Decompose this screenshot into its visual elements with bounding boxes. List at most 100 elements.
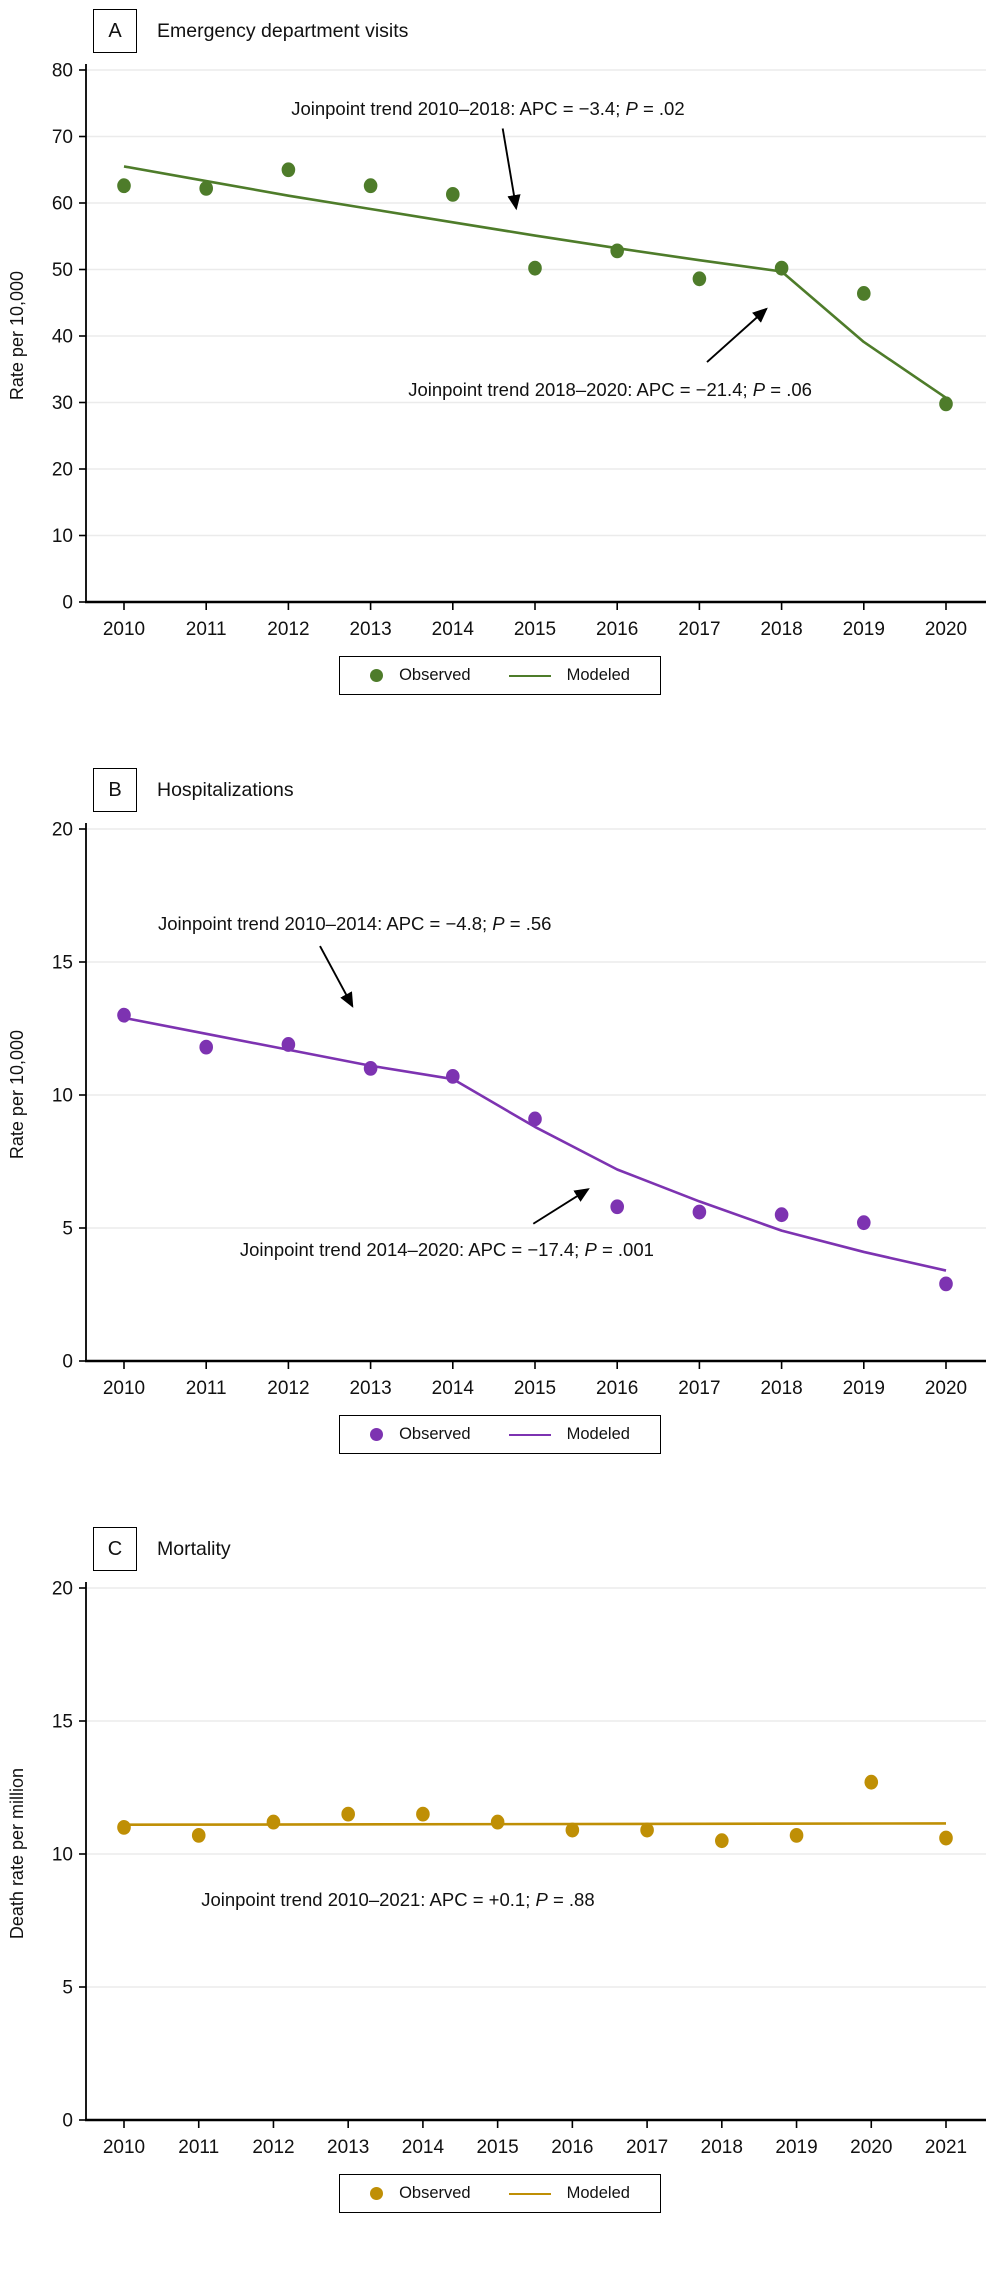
annotation-p: P	[492, 913, 505, 935]
svg-text:30: 30	[52, 393, 73, 414]
svg-text:2020: 2020	[925, 1378, 967, 1399]
svg-text:0: 0	[62, 593, 73, 614]
svg-text:2017: 2017	[678, 619, 720, 640]
svg-text:0: 0	[62, 1352, 73, 1373]
panel-a-legend: Observed Modeled	[339, 656, 661, 695]
annotation-pval: = .88	[547, 1889, 595, 1911]
svg-text:40: 40	[52, 327, 73, 348]
svg-text:2019: 2019	[775, 2137, 817, 2158]
svg-text:2010: 2010	[103, 619, 145, 640]
panel-a-header: A Emergency department visits	[93, 8, 1000, 54]
svg-text:2015: 2015	[514, 1378, 556, 1399]
svg-text:2012: 2012	[267, 1378, 309, 1399]
panel-c-legend: Observed Modeled	[339, 2174, 661, 2213]
y-axis-label-text: Death rate per million	[6, 1768, 27, 1940]
svg-text:2010: 2010	[103, 2137, 145, 2158]
svg-text:2019: 2019	[843, 619, 885, 640]
panel-c-annotation-1: Joinpoint trend 2010–2021: APC = +0.1; P…	[201, 1889, 594, 1911]
svg-text:2011: 2011	[186, 1378, 227, 1399]
svg-text:2014: 2014	[432, 1378, 475, 1399]
panel-c-plot: 0 5 10 15 20 2010 2011 2012 2013 2014 2015 2016 2017…	[34, 1574, 1000, 2170]
svg-text:5: 5	[62, 1978, 73, 1999]
svg-text:2013: 2013	[349, 1378, 391, 1399]
svg-text:15: 15	[52, 1712, 73, 1733]
panel-a-chart-zone: Rate per 10,000 0 10 20 30 40 50 60 70 80 2010 201…	[0, 56, 1000, 652]
svg-text:2018: 2018	[760, 619, 802, 640]
svg-text:2011: 2011	[186, 619, 227, 640]
annotation-p: P	[625, 98, 638, 120]
panel-a-y-axis-label: Rate per 10,000	[0, 56, 34, 616]
svg-text:10: 10	[52, 526, 73, 547]
panel-b-legend: Observed Modeled	[339, 1415, 661, 1454]
svg-text:2014: 2014	[432, 619, 475, 640]
svg-text:2016: 2016	[596, 1378, 638, 1399]
svg-text:2016: 2016	[596, 619, 638, 640]
svg-text:2013: 2013	[327, 2137, 369, 2158]
svg-text:2019: 2019	[843, 1378, 885, 1399]
svg-text:2018: 2018	[760, 1378, 802, 1399]
panel-a: A Emergency department visits Rate per 1…	[0, 0, 1000, 759]
panel-b-legend-row: Observed Modeled	[0, 1415, 1000, 1454]
legend-observed-label: Observed	[399, 1425, 471, 1443]
svg-text:20: 20	[52, 460, 73, 481]
panel-a-annotation-1: Joinpoint trend 2010–2018: APC = −3.4; P…	[291, 98, 684, 120]
svg-text:2020: 2020	[925, 619, 967, 640]
annotation-p: P	[752, 378, 766, 400]
panel-b-annotation-1: Joinpoint trend 2010–2014: APC = −4.8; P…	[158, 913, 551, 935]
annotation-pval: = .02	[637, 98, 685, 120]
svg-text:2013: 2013	[349, 619, 391, 640]
panel-c-y-axis-label: Death rate per million	[0, 1574, 34, 2134]
panel-c-label-box: C	[93, 1527, 137, 1571]
panel-a-label-box: A	[93, 9, 137, 53]
panel-b-header: B Hospitalizations	[93, 767, 1000, 813]
svg-text:2018: 2018	[701, 2137, 743, 2158]
legend-modeled-label: Modeled	[566, 2184, 630, 2202]
panel-b-label-box: B	[93, 768, 137, 812]
panel-c: C Mortality Death rate per million 0 5 10 1…	[0, 1518, 1000, 2277]
svg-text:15: 15	[52, 953, 73, 974]
svg-text:2015: 2015	[476, 2137, 518, 2158]
annotation-pval: = .001	[596, 1239, 654, 1261]
svg-text:2014: 2014	[402, 2137, 445, 2158]
annotation-text: Joinpoint trend 2018–2020: APC = −21.4;	[408, 378, 753, 400]
panel-a-plot: 0 10 20 30 40 50 60 70 80 2010 2011 2012 2013 2014 201…	[34, 56, 1000, 652]
annotation-text: Joinpoint trend 2010–2018: APC = −3.4;	[291, 98, 626, 120]
svg-text:2011: 2011	[178, 2137, 219, 2158]
panel-c-title: Mortality	[157, 1537, 231, 1560]
svg-text:0: 0	[62, 2111, 73, 2132]
panel-b-chart-svg: 0 5 10 15 20 2010 2011 2012 2013 2014 2015 2016 2017…	[52, 820, 986, 1399]
svg-text:60: 60	[52, 194, 73, 215]
svg-text:2012: 2012	[267, 619, 309, 640]
annotation-p: P	[584, 1239, 597, 1261]
svg-text:20: 20	[52, 1579, 73, 1600]
panel-b-chart-zone: Rate per 10,000 0 5 10 15 20 2010 2011 2012 2013…	[0, 815, 1000, 1411]
legend-observed-label: Observed	[399, 666, 471, 684]
svg-text:70: 70	[52, 127, 73, 148]
svg-text:5: 5	[62, 1219, 73, 1240]
legend-modeled-line-icon	[508, 674, 551, 677]
svg-text:20: 20	[52, 820, 73, 841]
panel-b-plot: 0 5 10 15 20 2010 2011 2012 2013 2014 2015 2016 2017…	[34, 815, 1000, 1411]
panel-a-legend-row: Observed Modeled	[0, 656, 1000, 695]
panel-c-chart-zone: Death rate per million 0 5 10 15 20 2010 2011 2…	[0, 1574, 1000, 2170]
panel-b-annotation-2: Joinpoint trend 2014–2020: APC = −17.4; …	[240, 1239, 654, 1261]
legend-modeled-label: Modeled	[566, 1425, 630, 1443]
svg-text:10: 10	[52, 1845, 73, 1866]
annotation-text: Joinpoint trend 2010–2014: APC = −4.8;	[158, 913, 493, 935]
legend-observed-dot-icon	[370, 2187, 384, 2200]
panel-b-y-axis-label: Rate per 10,000	[0, 815, 34, 1375]
annotation-pval: = .56	[504, 913, 552, 935]
svg-text:2021: 2021	[925, 2137, 967, 2158]
svg-text:2017: 2017	[626, 2137, 668, 2158]
panel-c-legend-row: Observed Modeled	[0, 2174, 1000, 2213]
panel-a-chart-svg: 0 10 20 30 40 50 60 70 80 2010 2011 2012 2013 2014 201…	[52, 61, 986, 640]
panel-b-title: Hospitalizations	[157, 778, 294, 801]
legend-observed-dot-icon	[370, 1428, 384, 1441]
legend-modeled-label: Modeled	[566, 666, 630, 684]
svg-text:50: 50	[52, 260, 73, 281]
y-axis-label-text: Rate per 10,000	[6, 1030, 27, 1160]
annotation-text: Joinpoint trend 2014–2020: APC = −17.4;	[239, 1239, 585, 1261]
panel-a-title: Emergency department visits	[157, 19, 409, 42]
panel-b: B Hospitalizations Rate per 10,000 0 5 10 1…	[0, 759, 1000, 1518]
